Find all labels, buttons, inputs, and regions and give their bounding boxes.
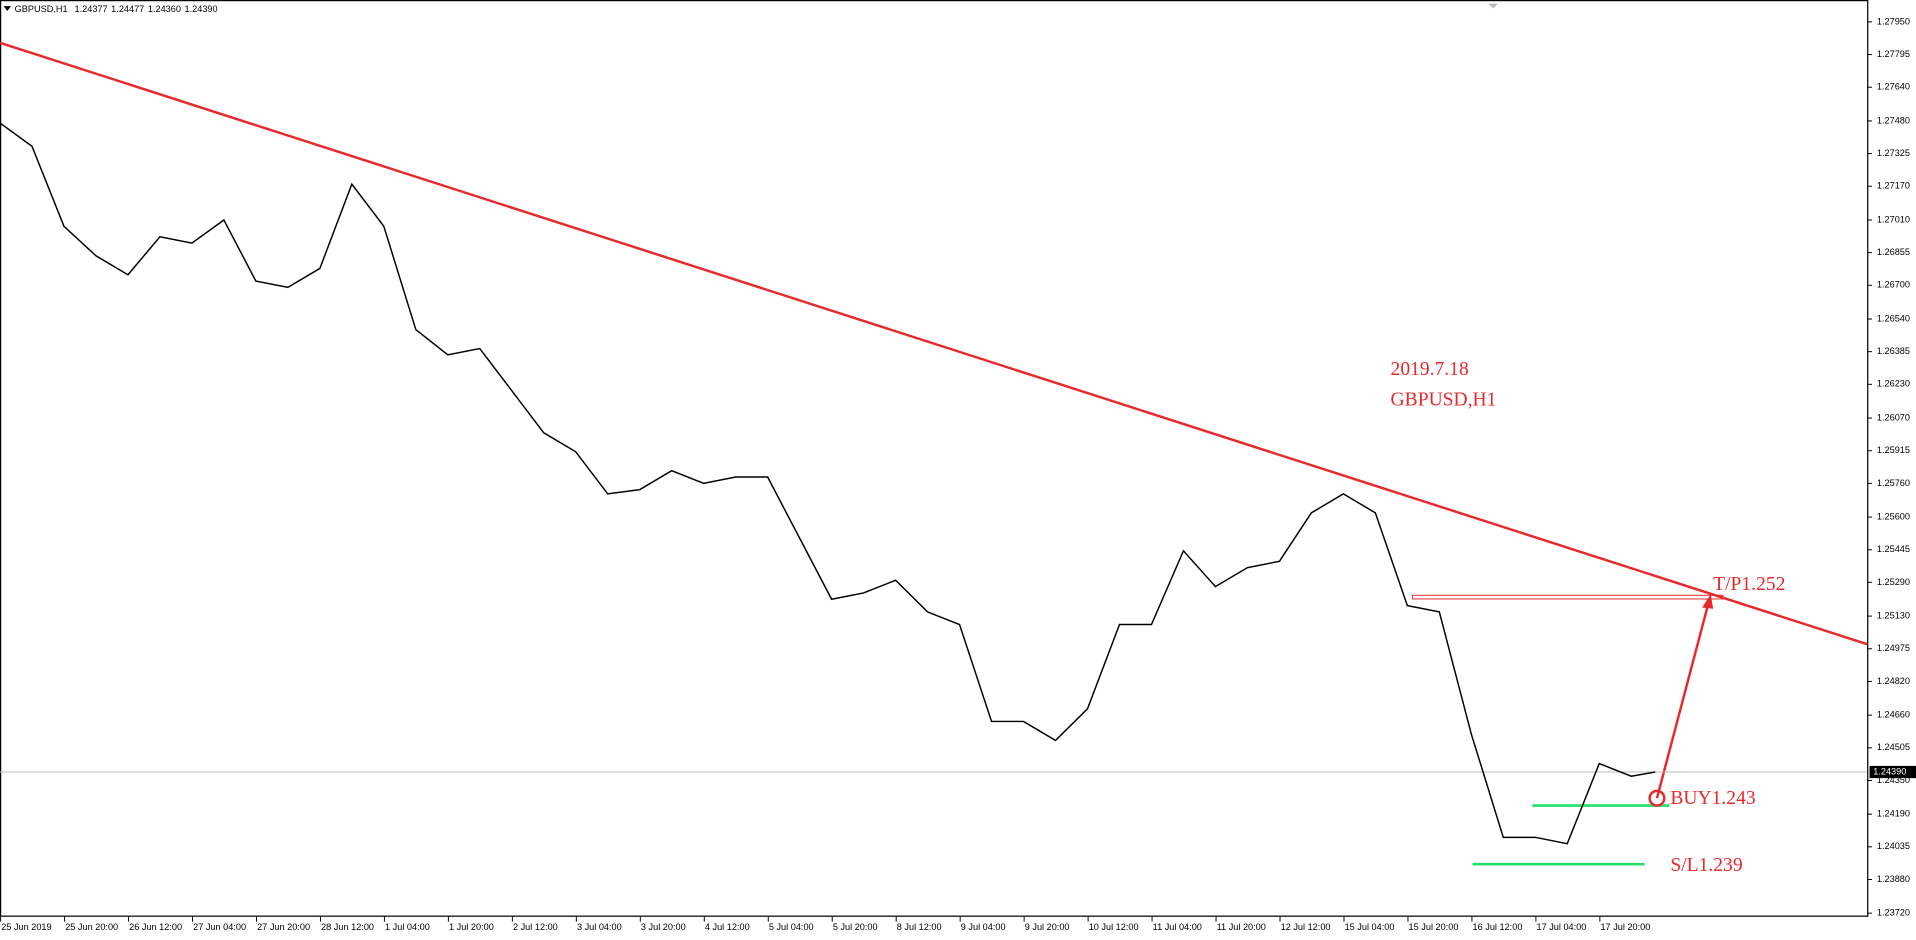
x-tick-label: 25 Jun 2019 [1,922,51,932]
arrow-head [1702,594,1714,609]
target-zone [1412,594,1724,600]
y-tick-label: 1.27640 [1877,82,1910,92]
annotation: BUY1.243 [1670,788,1755,809]
x-tick-label: 26 Jun 12:00 [129,922,182,932]
y-tick-label: 1.24660 [1877,710,1910,720]
x-tick-label: 2 Jul 12:00 [513,922,558,932]
y-tick-label: 1.23720 [1877,908,1910,918]
y-tick-label: 1.25445 [1877,544,1910,554]
x-tick-label: 11 Jul 04:00 [1153,922,1202,932]
x-tick-label: 11 Jul 20:00 [1217,922,1266,932]
y-tick-label: 1.27170 [1877,181,1910,191]
annotation: T/P1.252 [1713,574,1785,595]
x-tick-label: 9 Jul 20:00 [1025,922,1070,932]
y-tick-label: 1.25760 [1877,478,1910,488]
y-tick-label: 1.26070 [1877,412,1910,422]
y-tick-label: 1.24035 [1877,841,1910,851]
y-tick-label: 1.26385 [1877,346,1910,356]
y-tick-label: 1.24975 [1877,643,1910,653]
y-tick-label: 1.27325 [1877,148,1910,158]
annotation: S/L1.239 [1670,855,1742,876]
y-tick-label: 1.26700 [1877,280,1910,290]
x-tick-label: 15 Jul 04:00 [1345,922,1395,932]
x-tick-label: 17 Jul 04:00 [1537,922,1587,932]
x-tick-label: 15 Jul 20:00 [1409,922,1459,932]
x-tick-label: 3 Jul 20:00 [641,922,686,932]
y-tick-label: 1.26540 [1877,313,1910,323]
header-value: 1.24360 [148,4,181,14]
y-tick-label: 1.24505 [1877,742,1910,752]
y-tick-label: 1.27010 [1877,214,1910,224]
header-value: 1.24477 [111,4,144,14]
header-value: 1.24377 [75,4,108,14]
x-tick-label: 4 Jul 12:00 [705,922,750,932]
menu-arrow[interactable] [3,6,11,12]
symbol-label: GBPUSD,H1 [15,4,68,14]
y-tick-label: 1.25130 [1877,611,1910,621]
entry-marker [1648,789,1666,807]
x-tick-label: 8 Jul 12:00 [897,922,942,932]
x-tick-label: 5 Jul 04:00 [769,922,814,932]
header-value: 1.24390 [185,4,218,14]
y-tick-label: 1.26855 [1877,247,1910,257]
y-tick-label: 1.25915 [1877,445,1910,455]
shift-marker [1488,3,1499,9]
y-tick-label: 1.24820 [1877,676,1910,686]
arrow-shaft [1655,603,1710,799]
plot-frame [0,0,1869,917]
current-price-label: 1.24390 [1873,766,1906,776]
y-tick-label: 1.25290 [1877,577,1910,587]
x-tick-label: 12 Jul 12:00 [1281,922,1331,932]
x-tick-label: 1 Jul 04:00 [385,922,430,932]
y-tick-label: 1.25600 [1877,511,1910,521]
x-tick-label: 27 Jun 20:00 [257,922,310,932]
y-tick-label: 1.24350 [1877,775,1910,785]
current-price-box [1869,765,1916,779]
y-tick-label: 1.23880 [1877,874,1910,884]
x-tick-label: 28 Jun 12:00 [321,922,374,932]
x-tick-label: 5 Jul 20:00 [833,922,878,932]
y-tick-label: 1.27795 [1877,49,1910,59]
y-tick-label: 1.26230 [1877,379,1910,389]
y-tick-label: 1.27950 [1877,16,1910,26]
x-tick-label: 17 Jul 20:00 [1600,922,1650,932]
annotation: GBPUSD,H1 [1391,389,1497,410]
x-tick-label: 10 Jul 12:00 [1089,922,1139,932]
price-line [0,122,1656,845]
x-tick-label: 16 Jul 12:00 [1473,922,1523,932]
x-tick-label: 1 Jul 20:00 [449,922,494,932]
x-tick-label: 27 Jun 04:00 [193,922,246,932]
x-tick-label: 25 Jun 20:00 [65,922,118,932]
x-tick-label: 9 Jul 04:00 [961,922,1006,932]
trendline [0,41,1868,646]
y-tick-label: 1.27480 [1877,115,1910,125]
x-tick-label: 3 Jul 04:00 [577,922,622,932]
annotation: 2019.7.18 [1391,359,1469,380]
y-tick-label: 1.24190 [1877,809,1910,819]
